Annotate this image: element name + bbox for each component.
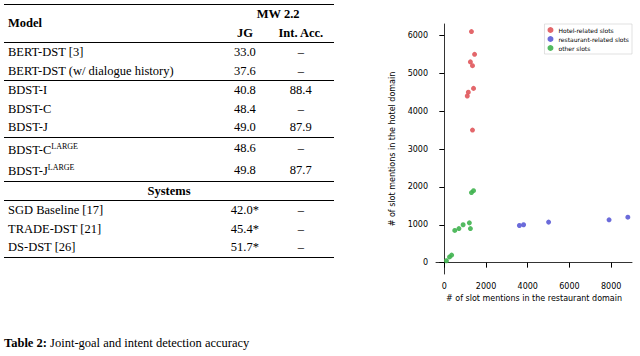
html-text:48.6: 48.6 xyxy=(234,141,256,156)
html-text:49.0: 49.0 xyxy=(234,120,256,134)
html-text:Int. Acc.: Int. Acc. xyxy=(278,25,324,40)
html-text:45.4*: 45.4* xyxy=(230,221,259,236)
svg-text:# of slot mentions in the hote: # of slot mentions in the hotel domain xyxy=(388,72,397,227)
svg-text:restaurant-related slots: restaurant-related slots xyxy=(558,36,629,43)
html-text:Model: Model xyxy=(8,16,42,31)
html-text:88.4: 88.4 xyxy=(289,83,312,97)
svg-text:1000: 1000 xyxy=(408,220,428,229)
svg-text:8000: 8000 xyxy=(601,282,621,291)
svg-text:# of slot mentions in the rest: # of slot mentions in the restaurant dom… xyxy=(446,294,622,303)
html-text:33.0: 33.0 xyxy=(234,45,256,59)
html-text:51.7*: 51.7* xyxy=(230,240,259,255)
html-text:BDST-J: BDST-J xyxy=(8,120,48,134)
svg-text:4000: 4000 xyxy=(518,282,538,291)
svg-text:5000: 5000 xyxy=(408,69,428,78)
html-text:42.0*: 42.0* xyxy=(230,203,259,218)
html-text:37.6: 37.6 xyxy=(234,63,256,78)
html-text:40.8: 40.8 xyxy=(234,83,256,97)
html-text:TRADE-DST [21]: TRADE-DST [21] xyxy=(8,221,102,236)
svg-text:0: 0 xyxy=(423,258,428,267)
html-text:48.4: 48.4 xyxy=(234,101,256,116)
html-text:BERT-DST [3]: BERT-DST [3] xyxy=(8,45,84,59)
svg-text:2000: 2000 xyxy=(408,182,428,191)
html-text:SGD Baseline [17]: SGD Baseline [17] xyxy=(8,203,104,218)
svg-text:0: 0 xyxy=(442,282,447,291)
html-text:87.9: 87.9 xyxy=(289,120,312,134)
html-text:BDST-I: BDST-I xyxy=(8,83,48,97)
html-text:BDST-C: BDST-C xyxy=(8,101,52,116)
html-text:BERT-DST (w/ dialogue history): BERT-DST (w/ dialogue history) xyxy=(8,63,174,78)
svg-text:6000: 6000 xyxy=(559,282,579,291)
svg-text:3000: 3000 xyxy=(408,145,428,154)
svg-text:6000: 6000 xyxy=(408,31,428,40)
svg-text:Hotel-related slots: Hotel-related slots xyxy=(558,27,613,34)
html-text:Systems: Systems xyxy=(147,183,191,198)
html-text:49.8: 49.8 xyxy=(234,162,256,177)
html-text:Table 2: Joint-goal and intent: Table 2: Joint-goal and intent detection… xyxy=(4,336,250,350)
html-text:DS-DST [26]: DS-DST [26] xyxy=(8,240,76,255)
svg-text:other slots: other slots xyxy=(558,45,590,52)
html-text:JG: JG xyxy=(236,25,253,40)
svg-text:2000: 2000 xyxy=(476,282,496,291)
html-text:87.7: 87.7 xyxy=(289,162,312,177)
svg-text:4000: 4000 xyxy=(408,107,428,116)
html-text:BDST-JLARGE: BDST-JLARGE xyxy=(8,163,75,179)
html-text:MW 2.2: MW 2.2 xyxy=(256,7,300,21)
html-text:BDST-CLARGE: BDST-CLARGE xyxy=(8,141,78,157)
